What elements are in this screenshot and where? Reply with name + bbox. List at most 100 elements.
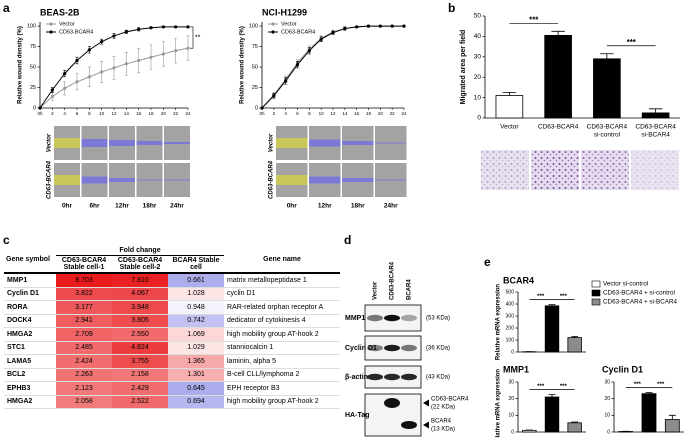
column-label: 12hr bbox=[115, 203, 129, 210]
x-tick-label: CD63-BCAR4 bbox=[587, 124, 628, 131]
y-tick-label: 0 bbox=[511, 349, 514, 355]
table-cell: 2.424 bbox=[56, 354, 112, 369]
table-cell: LAMA5 bbox=[4, 354, 56, 369]
table-cell: 0.742 bbox=[168, 314, 224, 328]
blot-band bbox=[401, 314, 417, 322]
significance-label: *** bbox=[560, 384, 568, 390]
data-point bbox=[272, 94, 276, 98]
bar bbox=[641, 393, 657, 433]
data-point bbox=[38, 106, 42, 110]
wound-gap bbox=[164, 179, 190, 181]
migration-image bbox=[631, 150, 679, 190]
data-point bbox=[50, 88, 54, 92]
data-point bbox=[402, 24, 406, 28]
data-point bbox=[319, 37, 323, 41]
significance-label: *** bbox=[657, 382, 665, 388]
table-cell: 2.941 bbox=[56, 314, 112, 328]
x-tick-label: CD63-BCAR4 bbox=[538, 124, 579, 131]
significance-label: *** bbox=[634, 382, 642, 388]
table-cell: MMP1 bbox=[4, 273, 56, 288]
y-axis-label: Migrated area per field bbox=[460, 30, 467, 105]
column-label: 24hr bbox=[170, 203, 184, 210]
table-cell: EPH receptor B3 bbox=[224, 381, 340, 396]
y-tick-label: 400 bbox=[506, 301, 515, 307]
y-tick-label: 0 bbox=[33, 105, 36, 111]
x-tick-label: 6 bbox=[76, 111, 79, 116]
blot-band-label: CD63-BCAR4 bbox=[431, 397, 469, 403]
column-label: 12hr bbox=[318, 203, 332, 210]
table-cell: stanniocalcin 1 bbox=[224, 341, 340, 355]
header-cell: CD63-BCAR4 Stable cell-2 bbox=[112, 255, 168, 274]
blot-band bbox=[367, 344, 383, 352]
wound-gap bbox=[276, 138, 308, 148]
y-tick-label: 10 bbox=[474, 94, 482, 101]
x-tick-label: 18 bbox=[148, 111, 154, 116]
table-cell: 2.550 bbox=[112, 327, 168, 342]
table-row: DOCK4 2.941 3.805 0.742 dedicator of cytokin… bbox=[4, 314, 340, 328]
y-tick-label: 100 bbox=[249, 24, 258, 30]
data-point bbox=[378, 24, 382, 28]
blot-box bbox=[364, 393, 422, 437]
x-tick-label: 0h bbox=[259, 111, 265, 116]
y-tick-label: 100 bbox=[506, 337, 515, 343]
wound-gap bbox=[54, 138, 80, 148]
bar bbox=[664, 419, 680, 433]
table-cell: HMGA2 bbox=[4, 327, 56, 342]
legend-marker bbox=[49, 30, 53, 34]
y-tick-label: 25 bbox=[252, 85, 258, 91]
panel-label: e bbox=[484, 255, 491, 269]
table-cell: cyclin D1 bbox=[224, 287, 340, 301]
blot-band-size: (22 KDa) bbox=[431, 405, 455, 411]
table-cell: high mobility group AT-hook 2 bbox=[224, 395, 340, 409]
blot-band bbox=[384, 398, 400, 408]
table-cell: 0.645 bbox=[168, 381, 224, 396]
x-tick-label: 4 bbox=[284, 111, 287, 116]
table-cell: EPHB3 bbox=[4, 381, 56, 396]
data-point bbox=[124, 62, 128, 66]
x-tick-label: 16 bbox=[354, 111, 360, 116]
bar bbox=[544, 396, 560, 433]
wound-gap bbox=[54, 175, 80, 185]
y-tick-label: 50 bbox=[252, 65, 258, 71]
series-line bbox=[261, 25, 404, 109]
blot-band bbox=[401, 421, 417, 429]
x-tick-label: 0h bbox=[37, 111, 43, 116]
data-point bbox=[149, 26, 153, 30]
bar bbox=[544, 34, 572, 119]
legend-swatch bbox=[591, 298, 601, 306]
table-cell: 3.822 bbox=[56, 287, 112, 301]
table-cell: 2.709 bbox=[56, 327, 112, 342]
x-tick-label: CD63-BCAR4 bbox=[635, 124, 676, 131]
x-tick-label: 8 bbox=[308, 111, 311, 116]
legend-marker bbox=[271, 30, 275, 34]
y-tick-label: 25 bbox=[30, 85, 36, 91]
error-bar bbox=[668, 414, 676, 420]
bar bbox=[522, 429, 537, 433]
row-label: CD63-BCAR4 bbox=[269, 160, 275, 199]
bar bbox=[567, 337, 582, 353]
x-tick-label: 8 bbox=[88, 111, 91, 116]
legend-marker bbox=[271, 22, 275, 26]
data-point bbox=[174, 49, 178, 53]
x-tick-label: 24 bbox=[185, 111, 191, 116]
blot-band bbox=[384, 344, 400, 352]
bar bbox=[641, 112, 670, 119]
chart-title: BEAS-2B bbox=[40, 7, 80, 17]
panel-label: c bbox=[3, 233, 10, 247]
column-label: 0hr bbox=[287, 203, 298, 210]
wound-gap bbox=[309, 176, 341, 184]
y-tick-label: 30 bbox=[508, 379, 514, 385]
legend-label: CD63-BCAR4 + si-control bbox=[603, 290, 675, 297]
table-cell: BCL2 bbox=[4, 368, 56, 382]
legend-label: Vector bbox=[281, 21, 297, 27]
blot-arrow bbox=[423, 421, 429, 429]
table-row: BCL2 2.263 2.158 1.301 B-cell CLL/lymphoma 2 bbox=[4, 368, 340, 382]
blot-band bbox=[401, 344, 417, 352]
y-tick-label: 30 bbox=[474, 54, 482, 61]
table-cell: 1.069 bbox=[168, 327, 224, 342]
panel-label: a bbox=[3, 1, 10, 15]
blot-band bbox=[367, 314, 383, 322]
bar bbox=[544, 305, 560, 353]
x-tick-label: 20 bbox=[378, 111, 384, 116]
table-cell: laminin, alpha 5 bbox=[224, 354, 340, 369]
